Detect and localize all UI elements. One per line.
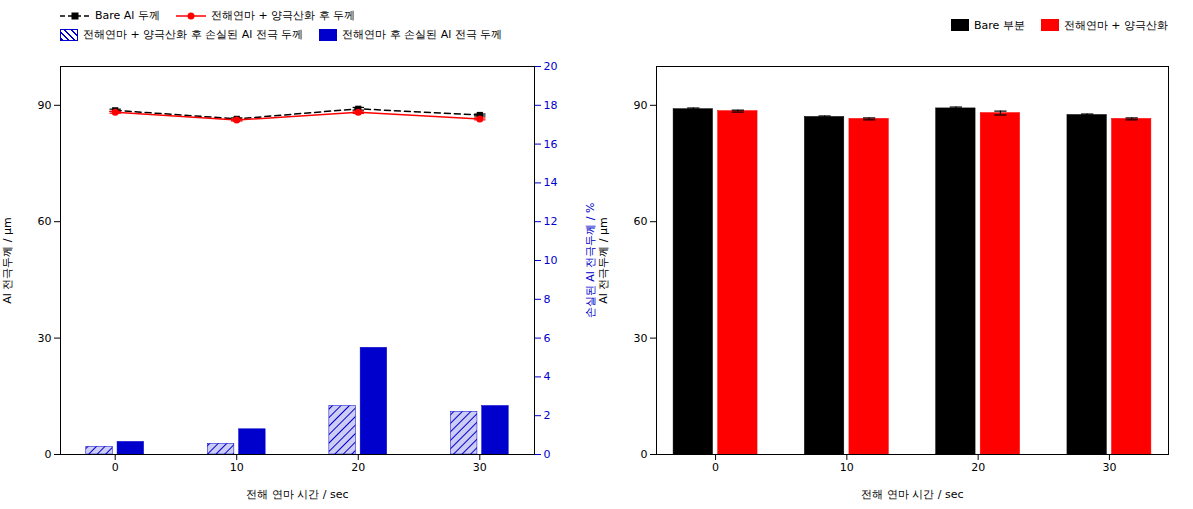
svg-text:20: 20	[351, 461, 365, 474]
svg-text:20: 20	[971, 461, 985, 474]
svg-text:10: 10	[544, 254, 558, 267]
svg-text:16: 16	[544, 138, 558, 151]
html-text:전해연마 + 양극산화: 전해연마 + 양극산화	[1063, 18, 1168, 32]
html-text:전해연마 + 양극산화 후 손실된 Al 전극 두께: 전해연마 + 양극산화 후 손실된 Al 전극 두께	[83, 28, 304, 41]
svg-text:30: 30	[38, 332, 52, 345]
svg-text:90: 90	[38, 99, 52, 112]
svg-text:20: 20	[544, 60, 558, 73]
svg-text:30: 30	[473, 461, 487, 474]
svg-text:손실된 Al 전극두께 / %: 손실된 Al 전극두께 / %	[584, 203, 597, 319]
svg-text:0: 0	[112, 461, 119, 474]
svg-text:6: 6	[544, 332, 551, 345]
svg-text:14: 14	[544, 176, 558, 189]
svg-text:전해 연마 시간 / sec: 전해 연마 시간 / sec	[861, 488, 963, 501]
svg-text:전해 연마 시간 / sec: 전해 연마 시간 / sec	[246, 488, 348, 501]
svg-text:0: 0	[45, 448, 52, 461]
svg-text:30: 30	[1102, 461, 1116, 474]
svg-text:90: 90	[634, 99, 648, 112]
svg-text:60: 60	[634, 215, 648, 228]
svg-text:Al 전극두께 / μm: Al 전극두께 / μm	[1, 217, 14, 304]
html-text:전해연마 후 손실된 Al 전극 두께: 전해연마 후 손실된 Al 전극 두께	[342, 28, 503, 41]
svg-text:8: 8	[544, 293, 551, 306]
html-text:전해연마 + 양극산화 후 두께: 전해연마 + 양극산화 후 두께	[210, 9, 356, 22]
svg-text:60: 60	[38, 215, 52, 228]
svg-text:10: 10	[840, 461, 854, 474]
svg-text:0: 0	[544, 448, 551, 461]
svg-text:2: 2	[544, 409, 551, 422]
svg-text:4: 4	[544, 370, 551, 383]
svg-text:Al 전극두께 / μm: Al 전극두께 / μm	[597, 217, 610, 304]
svg-text:10: 10	[230, 461, 244, 474]
html-text:Bare Al 두께: Bare Al 두께	[95, 9, 160, 22]
html-text:Bare 부분: Bare 부분	[973, 18, 1025, 32]
svg-text:0: 0	[641, 448, 648, 461]
svg-text:18: 18	[544, 99, 558, 112]
svg-text:30: 30	[634, 332, 648, 345]
svg-text:0: 0	[712, 461, 719, 474]
svg-text:12: 12	[544, 215, 558, 228]
